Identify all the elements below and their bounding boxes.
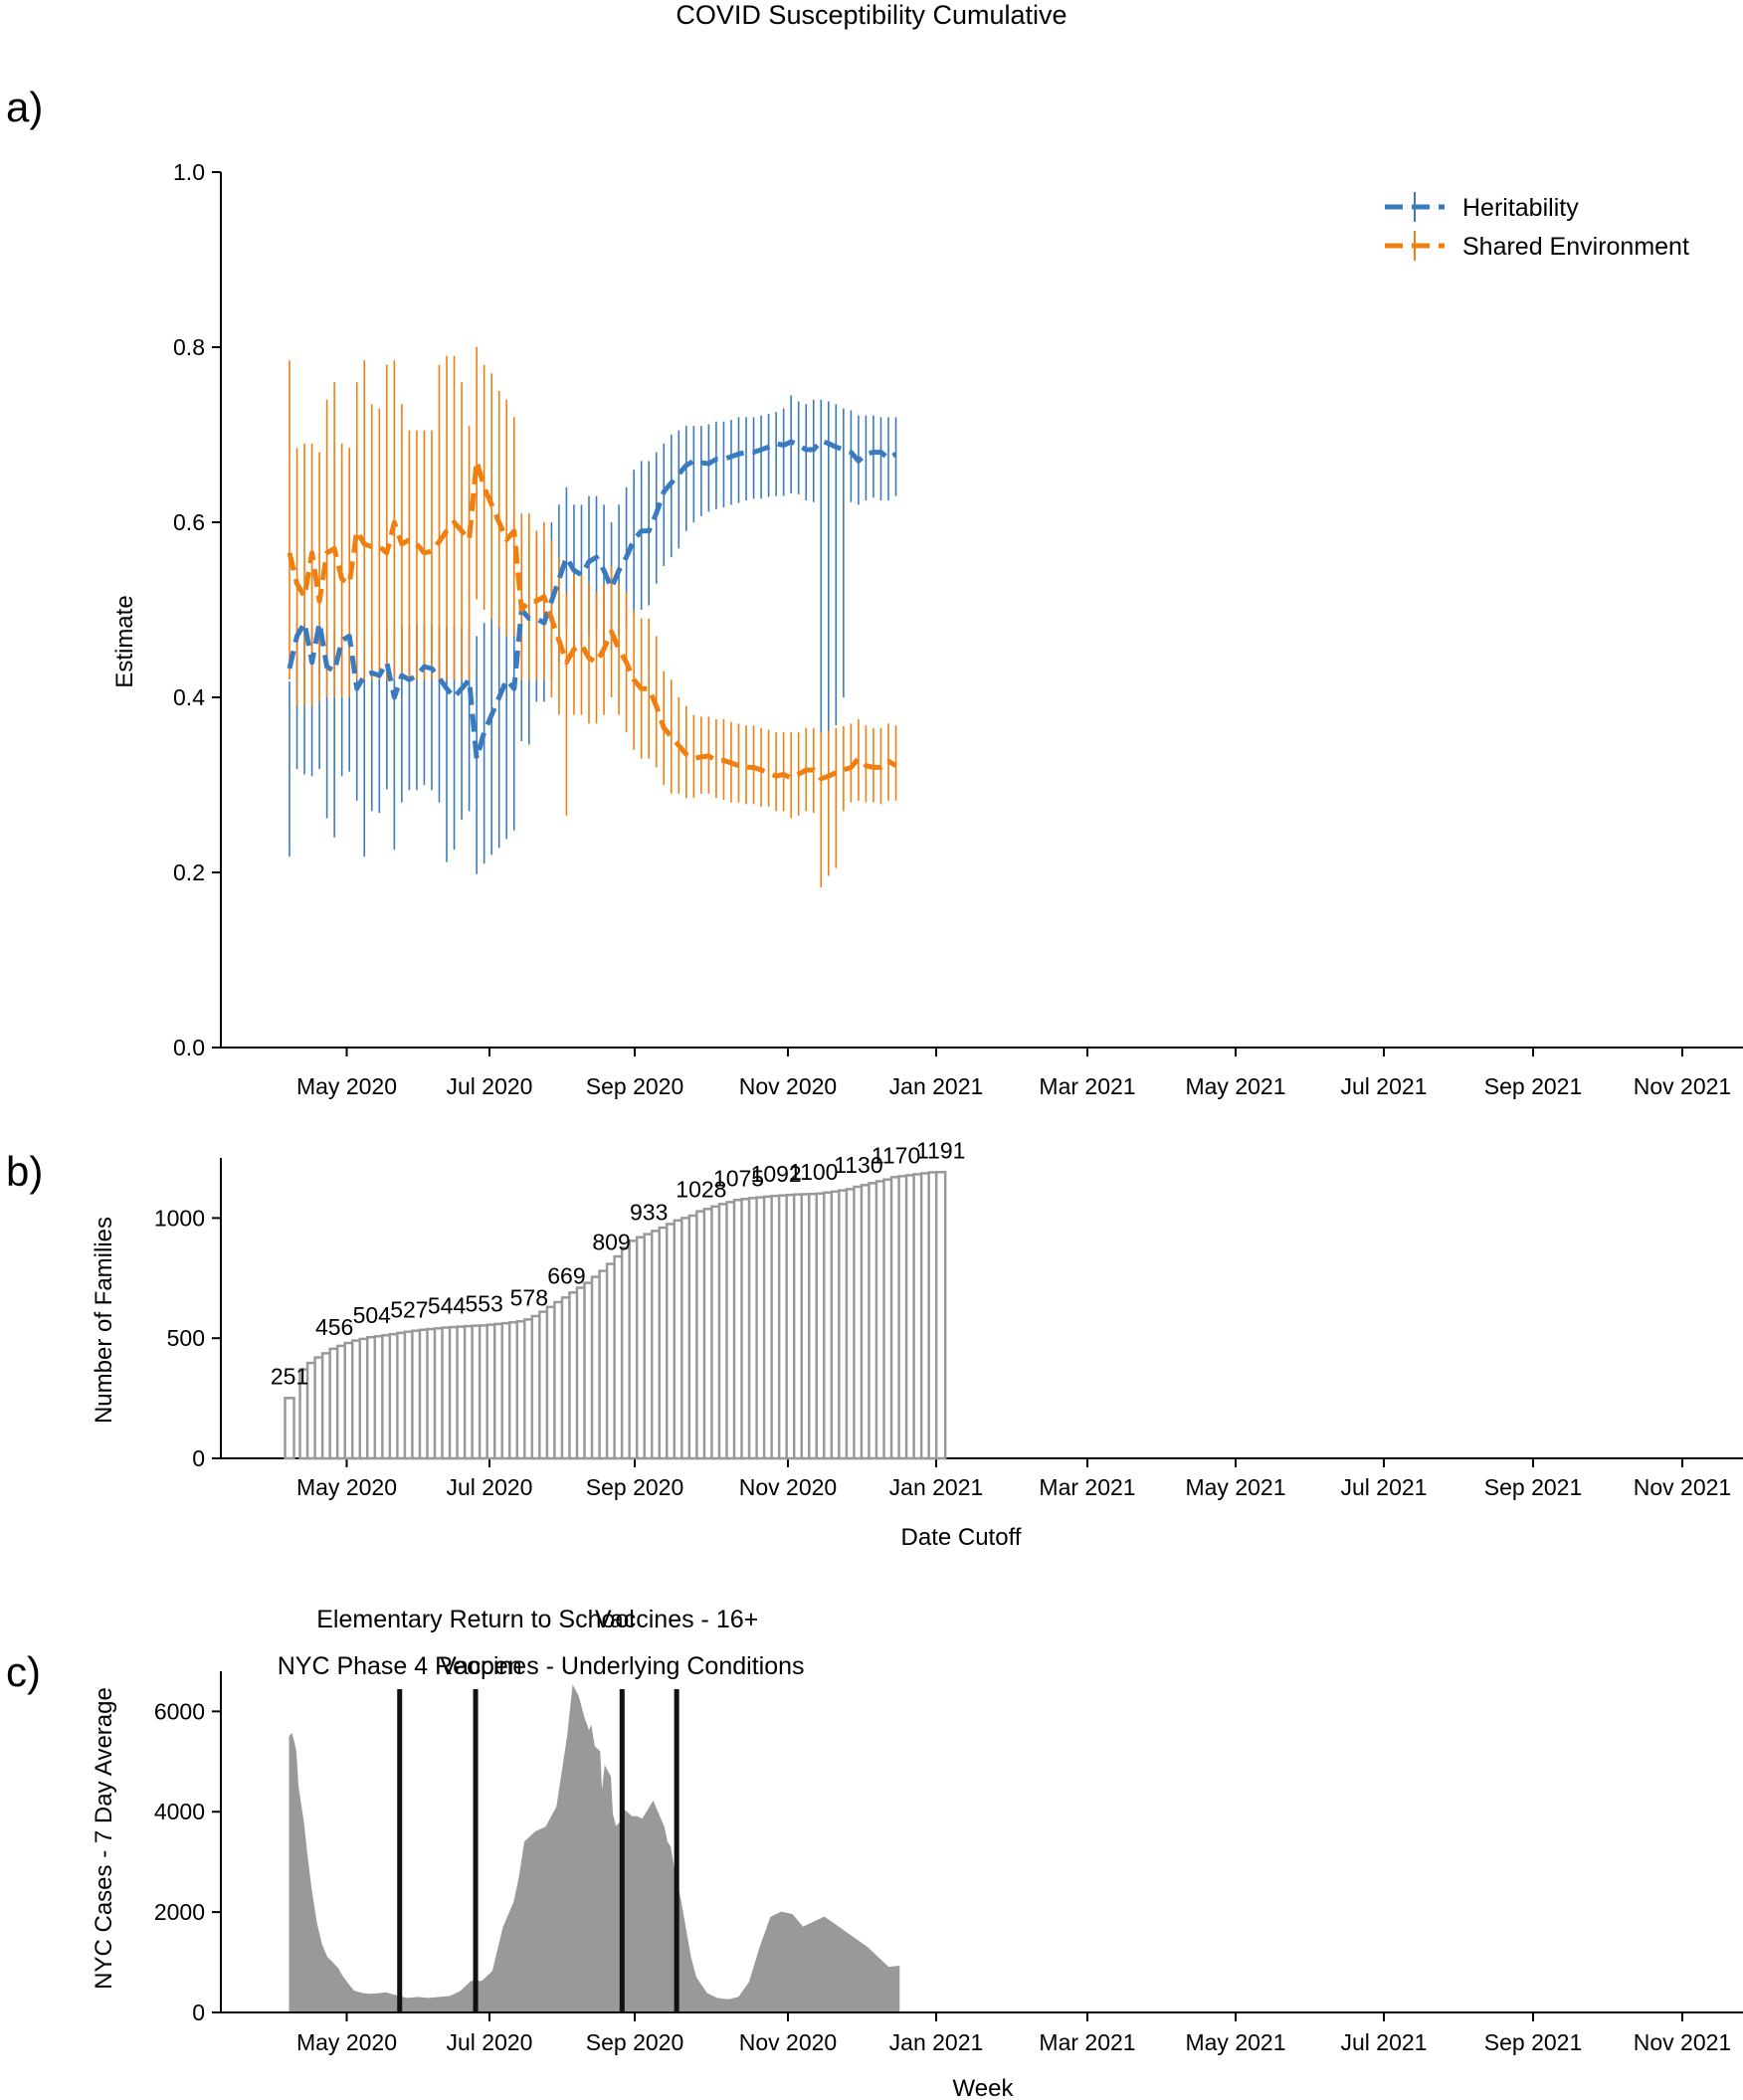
panel-b-xtick-label: Jan 2021 (889, 1474, 984, 1500)
figure-title: COVID Susceptibility Cumulative (676, 0, 1066, 30)
panel-a-ytick-label: 1.0 (173, 159, 205, 185)
panel-c-chart: 0 2000 4000 6000 May 2020 Jul 2020 Sep 2020 No… (91, 1606, 1743, 2100)
panel-b-bar-label: 1100 (789, 1159, 838, 1185)
panel-b-bar (934, 1171, 947, 1460)
panel-c-xtick-label: Nov 2020 (739, 2029, 837, 2055)
panel-c-ytick-label: 0 (192, 2000, 205, 2025)
panel-a-chart: 0.0 0.2 0.4 0.6 0.8 1.0 May 2020 Jul 2020 Sep 2… (111, 159, 1743, 1099)
panel-c-ytick-label: 4000 (154, 1799, 205, 1824)
panel-c-xtick-label: Nov 2021 (1634, 2029, 1731, 2055)
panel-a-heritability-line (287, 438, 897, 762)
panel-b-bar-label: 1092 (751, 1161, 802, 1187)
panel-b-xtick-label: Sep 2020 (586, 1474, 683, 1500)
panel-c-xtick-label: May 2021 (1185, 2029, 1285, 2055)
panel-b-xtick-label: Sep 2021 (1484, 1474, 1582, 1500)
panel-b-xtick-label: Nov 2020 (739, 1474, 837, 1500)
panel-a-xtick-label: May 2021 (1185, 1073, 1285, 1099)
panel-b-ytick-label: 500 (167, 1325, 205, 1351)
panel-b-bar-label: 553 (465, 1290, 502, 1316)
panel-a-xtick-label: Jan 2021 (889, 1073, 984, 1099)
panel-b-bar-label: 933 (630, 1200, 668, 1226)
panel-label-a: a) (6, 84, 43, 130)
panel-b-bar-label: 251 (271, 1363, 308, 1389)
panel-b-bar-label: 1170 (872, 1142, 920, 1168)
panel-a-ytick-label: 0.4 (173, 684, 205, 710)
panel-b-bar-label: 504 (353, 1302, 392, 1328)
panel-a-ytick-label: 0.6 (173, 509, 205, 535)
panel-b-bar-label: 669 (547, 1262, 585, 1288)
panel-c-xtick-label: May 2020 (296, 2029, 397, 2055)
panel-a-xtick-label: Nov 2021 (1634, 1073, 1731, 1099)
panel-c-event-label: Elementary Return to School (316, 1606, 635, 1633)
panel-c-xtick-label: Jul 2020 (447, 2029, 533, 2055)
panel-c-xlabel: Week (953, 2075, 1015, 2100)
panel-b-ylabel: Number of Families (91, 1217, 117, 1424)
panel-b-xtick-label: Jul 2020 (447, 1474, 533, 1500)
legend: Heritability Shared Environment (1385, 192, 1689, 261)
panel-a-xtick-label: Jul 2020 (447, 1073, 533, 1099)
panel-c-xtick-label: Jul 2021 (1341, 2029, 1428, 2055)
panel-b-xtick-label: May 2021 (1185, 1474, 1285, 1500)
panel-a-shared-line (287, 458, 897, 782)
panel-b-xtick-label: Jul 2021 (1341, 1474, 1428, 1500)
panel-label-b: b) (6, 1148, 43, 1195)
panel-b-bar-label: 1191 (916, 1137, 965, 1163)
panel-c-xtick-label: Mar 2021 (1039, 2029, 1135, 2055)
panel-a-heritability-errorbars (289, 395, 897, 874)
panel-b-bar-label: 1130 (834, 1152, 882, 1178)
panel-a-xtick-label: May 2020 (296, 1073, 397, 1099)
panel-b-bar-label: 809 (592, 1230, 630, 1255)
legend-heritability-label: Heritability (1462, 194, 1579, 222)
panel-b-bar-label: 1028 (676, 1177, 726, 1203)
panel-b-xtick-label: Nov 2021 (1634, 1474, 1731, 1500)
panel-b-bar (284, 1397, 295, 1460)
panel-c-xtick-label: Sep 2021 (1484, 2029, 1582, 2055)
panel-b-ytick-label: 1000 (154, 1205, 205, 1231)
panel-c-xtick-label: Sep 2020 (586, 2029, 683, 2055)
panel-b-bar-label: 456 (315, 1314, 353, 1340)
panel-b-chart: 0 500 1000 May 2020 Jul 2020 Sep 2020 Nov 202… (91, 1137, 1743, 1551)
panel-a-shared-errorbars (289, 347, 897, 887)
panel-a-ylabel: Estimate (111, 595, 138, 687)
panel-b-bar-label: 544 (428, 1293, 467, 1319)
panel-a-xtick-label: Mar 2021 (1039, 1073, 1135, 1099)
panel-a-ytick-label: 0.0 (173, 1035, 205, 1060)
panel-b-bar-label: 578 (510, 1284, 548, 1310)
panel-c-cases-area (289, 1684, 900, 2013)
panel-b-xtick-label: May 2020 (296, 1474, 397, 1500)
panel-a-xtick-label: Sep 2021 (1484, 1073, 1582, 1099)
panel-b-bar-label: 1075 (713, 1165, 764, 1191)
panel-a-xtick-label: Sep 2020 (586, 1073, 683, 1099)
panel-c-event-label: Vaccines - 16+ (595, 1606, 758, 1633)
panel-label-c: c) (6, 1648, 41, 1695)
panel-c-ytick-label: 2000 (154, 1899, 205, 1925)
legend-shared-label: Shared Environment (1462, 233, 1689, 261)
panel-a-xtick-label: Nov 2020 (739, 1073, 837, 1099)
panel-b-xtick-label: Mar 2021 (1039, 1474, 1135, 1500)
panel-c-ytick-label: 6000 (154, 1698, 205, 1724)
panel-c-ylabel: NYC Cases - 7 Day Average (91, 1687, 117, 1990)
panel-c-xtick-label: Jan 2021 (889, 2029, 984, 2055)
panel-b-xlabel: Date Cutoff (901, 1524, 1022, 1551)
panel-a-ytick-label: 0.2 (173, 859, 205, 885)
panel-c-event-label: Vaccines - Underlying Conditions (440, 1652, 804, 1680)
panel-b-bar-label: 527 (390, 1297, 428, 1323)
panel-a-ytick-label: 0.8 (173, 334, 205, 360)
panel-a-xtick-label: Jul 2021 (1341, 1073, 1428, 1099)
panel-b-ytick-label: 0 (192, 1445, 205, 1471)
panel-c-event-label: NYC Phase 4 Reopen (278, 1652, 522, 1680)
